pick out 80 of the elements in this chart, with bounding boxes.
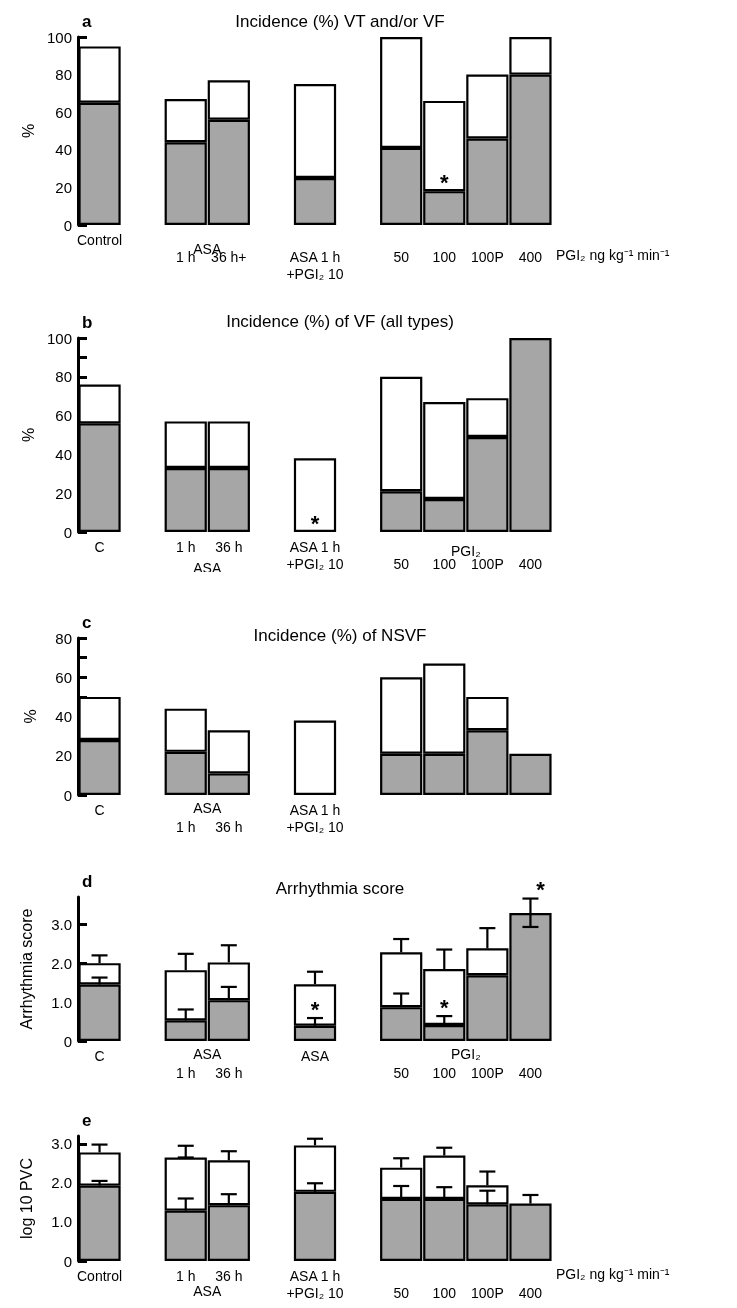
x-axis-title: PGI₂ ng kg⁻¹ min⁻¹: [556, 1266, 670, 1282]
bar: [293, 458, 337, 532]
x-tick-label: 1 h: [175, 538, 196, 555]
x-tick-label: 400: [518, 555, 543, 572]
x-tick-label: C: [94, 801, 105, 818]
text: e: [82, 1111, 92, 1130]
y-tick-label: 0: [63, 786, 72, 804]
x-tick-label: ASA 1 h +PGI₂ 10: [286, 538, 344, 572]
y-axis-title: log 10 PVC: [17, 1158, 35, 1239]
x-tick-label: ASA 1 h +PGI₂ 10: [286, 1267, 344, 1301]
x-tick-label: 36 h: [215, 538, 243, 555]
y-tick-label: 20: [55, 747, 72, 765]
x-tick-label: 36 h: [215, 1267, 243, 1284]
annotation: *: [310, 996, 320, 1022]
y-tick-label: 1.0: [51, 1213, 72, 1231]
text: c: [82, 613, 92, 632]
y-tick-label: 20: [55, 484, 72, 502]
x-tick-label: C: [94, 538, 105, 555]
x-tick-label: 36 h: [215, 1064, 243, 1081]
y-tick-label: 60: [55, 407, 72, 425]
y-tick-label: 40: [55, 141, 72, 159]
x-tick-label: 1 h: [175, 1064, 196, 1081]
chart-title: Arrhythmia score: [275, 879, 405, 898]
x-tick-label: ASA 1 h +PGI₂ 10: [286, 801, 344, 835]
bar: [293, 720, 337, 795]
text: b: [82, 313, 93, 332]
x-tick-label: 100P: [471, 1064, 504, 1081]
y-tick-label: 100: [46, 329, 72, 347]
annotation: *: [310, 510, 320, 536]
x-tick-label: 1 h: [175, 1267, 196, 1284]
y-tick-label: 100: [46, 28, 72, 46]
x-tick-label: 400: [518, 1284, 543, 1301]
x-tick-label: 50: [393, 248, 410, 265]
chart-title: Incidence (%) VT and/or VF: [235, 12, 445, 31]
x-tick-label: 100: [432, 1284, 457, 1301]
y-tick-label: 0: [63, 216, 72, 234]
y-tick-label: 80: [55, 368, 72, 386]
x-tick-label: ASA 1 h +PGI₂ 10: [286, 248, 344, 282]
x-tick-label: 400: [518, 1064, 543, 1081]
y-tick-label: 0: [63, 523, 72, 541]
text: PGI₂: [451, 1046, 481, 1062]
y-tick-label: 3.0: [51, 1135, 72, 1153]
x-tick-label: 36 h: [215, 818, 243, 835]
y-tick-label: 1.0: [51, 993, 72, 1011]
x-tick-label: 100P: [471, 1284, 504, 1301]
x-axis-title: PGI₂ ng kg⁻¹ min⁻¹: [556, 247, 670, 263]
x-tick-label: 100: [432, 1064, 457, 1081]
y-tick-label: 40: [55, 445, 72, 463]
x-tick-label: 100: [432, 248, 457, 265]
y-tick-label: 60: [55, 668, 72, 686]
y-tick-label: 0: [63, 1252, 72, 1270]
chart-title: Incidence (%) of NSVF: [253, 626, 427, 645]
annotation: *: [536, 877, 546, 903]
y-tick-label: 2.0: [51, 954, 72, 972]
x-tick-label: 100P: [471, 248, 504, 265]
text: d: [82, 872, 93, 891]
y-tick-label: 0: [63, 1032, 72, 1050]
y-tick-label: 20: [55, 178, 72, 196]
y-axis-title: Arrhythmia score: [17, 908, 35, 1030]
text: a: [82, 12, 92, 31]
x-tick-label: Control: [76, 1267, 123, 1284]
x-tick-label: 50: [393, 1284, 410, 1301]
y-tick-label: 40: [55, 708, 72, 725]
annotation: *: [439, 169, 449, 195]
x-tick-label: 50: [393, 555, 410, 572]
y-tick-label: 80: [55, 629, 72, 647]
y-tick-label: 80: [55, 66, 72, 84]
x-tick-label: 400: [518, 248, 543, 265]
y-tick-label: 60: [55, 103, 72, 121]
annotation: *: [439, 994, 449, 1020]
y-axis-title: %: [21, 709, 39, 724]
y-axis-title: %: [19, 427, 37, 443]
x-tick-label: 50: [393, 1064, 410, 1081]
y-axis-title: %: [19, 123, 37, 139]
x-tick-label: 1 h: [175, 818, 196, 835]
y-tick-label: 2.0: [51, 1174, 72, 1192]
x-tick-label: C: [94, 1047, 105, 1064]
chart-title: Incidence (%) of VF (all types): [226, 312, 454, 331]
y-tick-label: 3.0: [51, 915, 72, 933]
x-tick-label: Control: [76, 231, 123, 248]
